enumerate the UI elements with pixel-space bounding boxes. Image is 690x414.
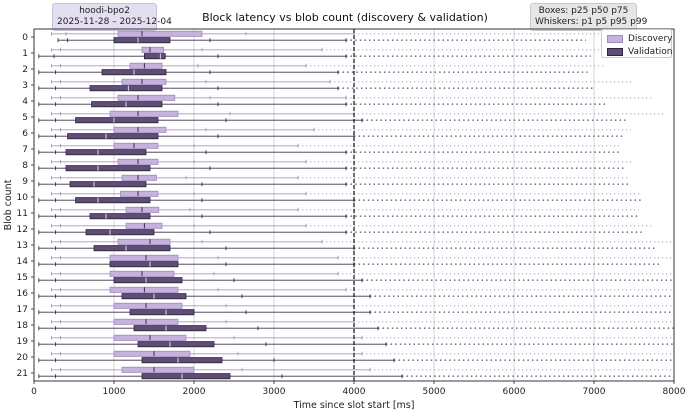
x-tick-label: 5000: [423, 387, 446, 397]
box-discovery: [109, 254, 179, 261]
box-validation: [85, 229, 155, 236]
box-discovery: [121, 78, 167, 85]
box-validation: [109, 261, 179, 268]
y-tick-label: 8: [22, 161, 28, 171]
y-tick-label: 16: [17, 289, 29, 299]
box-discovery: [113, 142, 159, 149]
boxes-note: Boxes: p25 p50 p75: [538, 6, 629, 16]
box-discovery: [109, 110, 179, 117]
x-tick-label: 3000: [263, 387, 286, 397]
box-validation: [129, 309, 195, 316]
y-tick-label: 7: [22, 145, 28, 155]
date-range: 2025-11-28 – 2025-12-04: [57, 17, 172, 27]
box-discovery: [129, 62, 163, 69]
box-discovery: [113, 350, 191, 357]
box-discovery: [121, 366, 195, 373]
box-validation: [75, 197, 151, 204]
y-tick-label: 6: [22, 129, 28, 139]
legend-swatch-discovery: [607, 34, 623, 43]
y-tick-label: 18: [17, 321, 29, 331]
box-discovery: [117, 238, 171, 245]
x-tick-label: 1000: [103, 387, 126, 397]
percentile-key-tag: Boxes: p25 p50 p75 Whiskers: p1 p5 p95 p…: [530, 3, 648, 31]
box-validation: [137, 341, 215, 348]
y-tick-label: 17: [17, 305, 28, 315]
x-tick-label: 0: [31, 387, 37, 397]
legend: Discovery Validation: [601, 29, 672, 58]
box-discovery: [117, 30, 203, 37]
y-tick-label: 4: [22, 97, 28, 107]
y-tick-label: 19: [17, 337, 29, 347]
box-discovery: [113, 302, 183, 309]
x-tick-label: 7000: [583, 387, 606, 397]
y-tick-label: 0: [22, 33, 28, 43]
box-validation: [65, 165, 151, 172]
box-discovery: [121, 174, 157, 181]
box-validation: [89, 213, 151, 220]
y-axis-label: Blob count: [3, 179, 14, 230]
box-validation: [75, 117, 159, 124]
y-tick-label: 3: [22, 81, 28, 91]
y-tick-label: 21: [17, 369, 28, 379]
y-tick-label: 2: [22, 65, 28, 75]
y-tick-label: 5: [22, 113, 28, 123]
y-tick-label: 9: [22, 177, 28, 187]
y-tick-label: 14: [17, 257, 29, 267]
x-axis-label: Time since slot start [ms]: [293, 400, 415, 411]
y-tick-label: 13: [17, 241, 28, 251]
legend-swatch-validation: [607, 47, 623, 56]
box-validation: [69, 181, 147, 188]
y-tick-label: 11: [17, 209, 28, 219]
box-validation: [67, 133, 159, 140]
box-validation: [91, 101, 163, 108]
box-validation: [141, 373, 231, 380]
y-tick-label: 1: [22, 49, 28, 59]
y-tick-label: 20: [17, 353, 29, 363]
network-tag: hoodi-bpo2 2025-11-28 – 2025-12-04: [52, 3, 172, 31]
box-validation: [133, 325, 207, 332]
legend-label-discovery: Discovery: [628, 33, 673, 44]
box-validation: [141, 357, 223, 364]
legend-entry-discovery: Discovery: [607, 33, 672, 44]
x-tick-label: 6000: [503, 387, 526, 397]
box-discovery: [141, 46, 165, 53]
legend-entry-validation: Validation: [607, 46, 672, 57]
x-tick-label: 2000: [183, 387, 206, 397]
box-discovery: [117, 94, 176, 101]
legend-label-validation: Validation: [628, 46, 673, 57]
y-tick-label: 12: [17, 225, 28, 235]
box-discovery: [120, 190, 159, 197]
box-validation: [113, 277, 183, 284]
whiskers-note: Whiskers: p1 p5 p95 p99: [535, 17, 648, 27]
box-validation: [65, 149, 147, 156]
network-name: hoodi-bpo2: [79, 6, 130, 16]
y-tick-label: 15: [17, 273, 28, 283]
box-validation: [93, 245, 171, 252]
box-validation: [89, 85, 163, 92]
box-validation: [113, 37, 171, 44]
y-tick-label: 10: [17, 193, 29, 203]
box-validation: [143, 53, 166, 60]
x-tick-label: 8000: [663, 387, 686, 397]
x-tick-label: 4000: [343, 387, 366, 397]
box-discovery: [113, 126, 167, 133]
chart-title: Block latency vs blob count (discovery &…: [202, 11, 488, 24]
